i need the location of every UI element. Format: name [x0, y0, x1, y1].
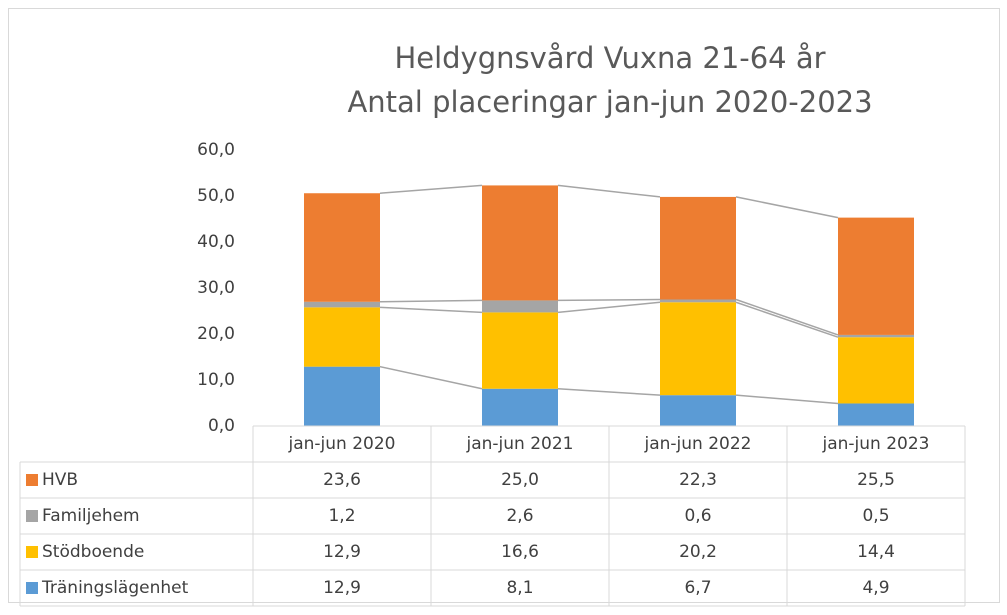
y-tick-label: 40,0 — [197, 232, 235, 252]
table-value: 23,6 — [323, 470, 361, 490]
y-tick-label: 30,0 — [197, 278, 235, 298]
bar-segment — [304, 307, 380, 367]
y-tick-label: 20,0 — [197, 324, 235, 344]
y-tick-label: 10,0 — [197, 370, 235, 390]
table-value: 22,3 — [679, 470, 717, 490]
bar-segment — [660, 196, 736, 300]
series-line — [557, 184, 661, 198]
x-tick-label: jan-jun 2021 — [466, 434, 574, 454]
x-tick-label: jan-jun 2020 — [288, 434, 396, 454]
chart-title: Heldygnsvård Vuxna 21-64 år — [394, 41, 825, 75]
legend-key — [26, 582, 38, 594]
table-value: 25,5 — [857, 470, 895, 490]
bar-segment — [304, 366, 380, 426]
bar-segment — [660, 299, 736, 303]
bar-segment — [304, 193, 380, 302]
table-value: 2,6 — [506, 506, 533, 526]
table-value: 12,9 — [323, 542, 361, 562]
table-value: 6,7 — [684, 578, 711, 598]
table-value: 14,4 — [857, 542, 895, 562]
series-line — [557, 387, 661, 396]
bar-segment — [482, 312, 558, 389]
series-line — [735, 196, 839, 219]
y-tick-label: 50,0 — [197, 186, 235, 206]
table-value: 4,9 — [862, 578, 889, 598]
legend-label: HVB — [42, 470, 78, 490]
legend-label: Träningslägenhet — [41, 578, 189, 598]
series-line — [557, 301, 661, 314]
legend-label: Stödboende — [42, 542, 144, 562]
table-value: 12,9 — [323, 578, 361, 598]
legend-key — [26, 546, 38, 558]
bar-segment — [838, 334, 914, 338]
y-tick-label: 0,0 — [208, 416, 235, 436]
series-line — [735, 394, 839, 405]
table-value: 0,5 — [862, 506, 889, 526]
bar-segment — [660, 395, 736, 426]
table-value: 1,2 — [328, 506, 355, 526]
series-line — [735, 298, 839, 336]
table-value: 0,6 — [684, 506, 711, 526]
series-line — [379, 184, 483, 194]
table-value: 16,6 — [501, 542, 539, 562]
series-line — [379, 306, 483, 314]
bar-segment — [838, 217, 914, 335]
bar-segment — [304, 301, 380, 308]
legend-key — [26, 474, 38, 486]
table-value: 8,1 — [506, 578, 533, 598]
bar-segment — [482, 388, 558, 426]
series-line — [379, 299, 483, 303]
x-tick-label: jan-jun 2022 — [644, 434, 752, 454]
bar-segment — [482, 185, 558, 301]
bar-segment — [838, 337, 914, 404]
bar-segment — [660, 302, 736, 396]
series-line — [379, 365, 483, 390]
chart-title: Antal placeringar jan-jun 2020-2023 — [347, 85, 872, 119]
x-tick-label: jan-jun 2023 — [822, 434, 930, 454]
y-tick-label: 60,0 — [197, 140, 235, 160]
table-value: 25,0 — [501, 470, 539, 490]
series-line — [557, 298, 661, 302]
bar-segment — [482, 300, 558, 313]
bar-segment — [838, 403, 914, 426]
table-value: 20,2 — [679, 542, 717, 562]
legend-key — [26, 510, 38, 522]
legend-label: Familjehem — [42, 506, 140, 526]
series-line — [735, 301, 839, 338]
